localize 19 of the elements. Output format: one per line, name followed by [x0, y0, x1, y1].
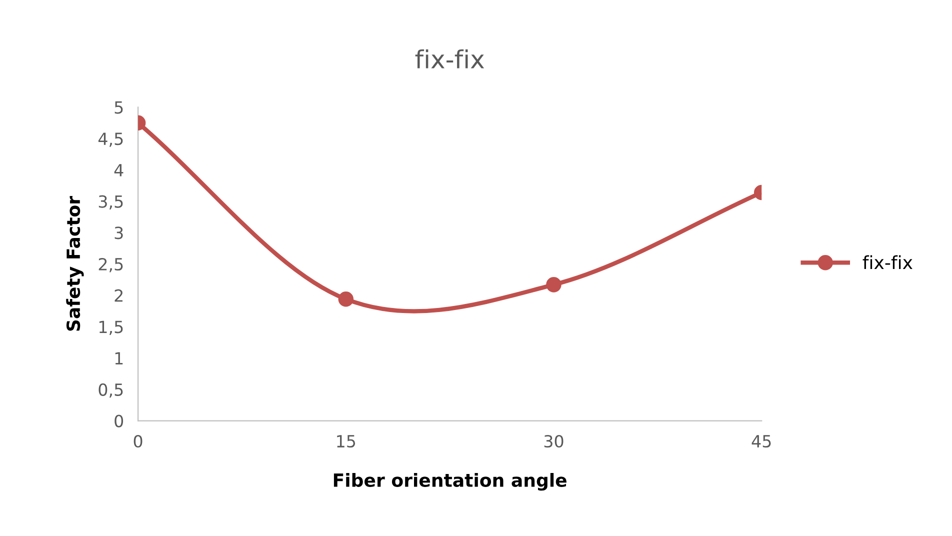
y-tick-label: 4: [114, 164, 124, 176]
x-axis-title: Fiber orientation angle: [334, 473, 566, 491]
y-tick-label: 1: [115, 352, 123, 364]
y-axis-title: Safety Factor: [66, 196, 84, 331]
y-tick-label: 5: [114, 101, 123, 114]
x-tick-label: 30: [544, 434, 564, 448]
y-tick-label: 3,5: [98, 195, 123, 210]
y-tick-label: 2: [114, 289, 122, 302]
x-tick-label: 15: [337, 435, 356, 448]
x-tick-label: 0: [134, 434, 142, 448]
y-tick-label: 3: [114, 226, 123, 240]
x-tick-label: 45: [752, 435, 771, 448]
y-tick-label: 2,5: [98, 258, 123, 272]
y-tick-label: 4,5: [98, 132, 123, 147]
y-tick-label: 0,5: [98, 383, 123, 398]
y-tick-label: 1,5: [99, 320, 123, 335]
legend-label: fix-fix: [862, 255, 912, 269]
chart-title: fix-fix: [415, 49, 484, 68]
y-tick-label: 0: [114, 414, 124, 428]
